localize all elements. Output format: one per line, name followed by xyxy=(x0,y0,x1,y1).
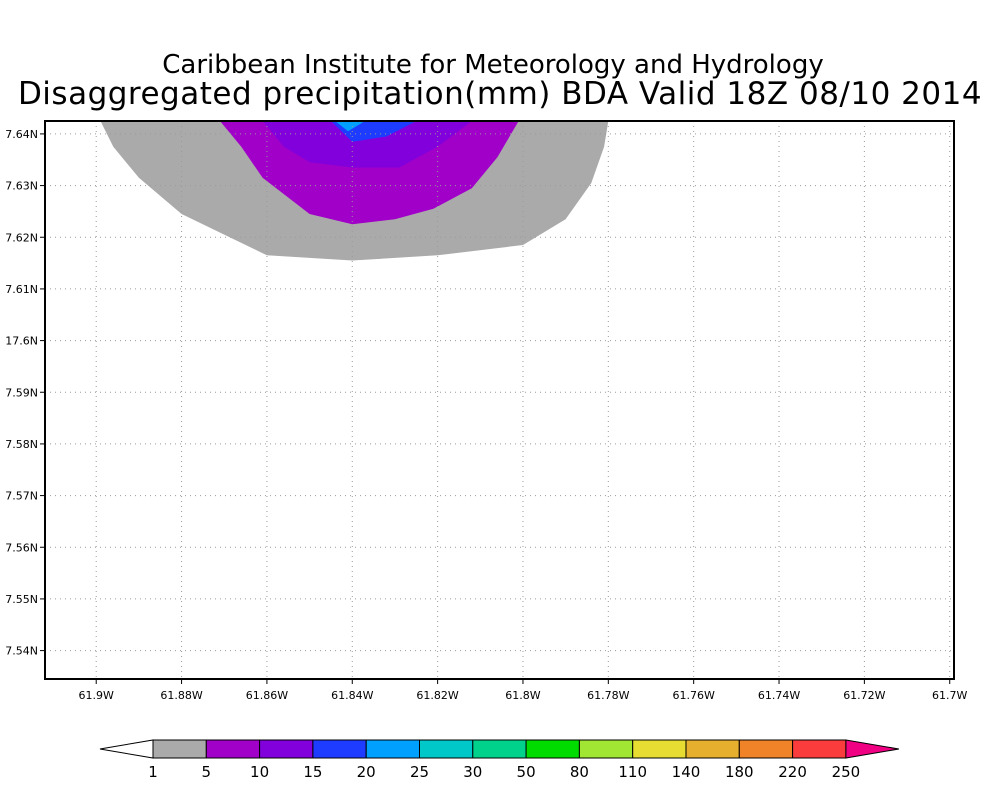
x-tick-label: 61.8W xyxy=(505,689,540,702)
colorbar-label: 80 xyxy=(570,763,589,781)
colorbar-label: 180 xyxy=(725,763,754,781)
colorbar-label: 20 xyxy=(357,763,376,781)
colorbar-label: 25 xyxy=(410,763,429,781)
grid-lines xyxy=(45,121,954,679)
colorbar-label: 220 xyxy=(778,763,807,781)
longitude-axis: 61.9W 61.88W 61.86W 61.84W 61.82W 61.8W 61.78W… xyxy=(79,679,968,702)
y-tick-label: 7.59N xyxy=(5,386,38,399)
colorbar-label: 5 xyxy=(202,763,212,781)
colorbar-high-arrow xyxy=(845,739,899,759)
institute-title: Caribbean Institute for Meteorology and … xyxy=(162,50,824,80)
colorbar-swatch xyxy=(205,739,261,759)
x-tick-label: 61.84W xyxy=(331,689,373,702)
colorbar-swatch xyxy=(259,739,314,759)
colorbar-label: 50 xyxy=(517,763,536,781)
colorbar-label: 1 xyxy=(148,763,158,781)
y-tick-label: 7.61N xyxy=(5,283,38,296)
colorbar-low-arrow xyxy=(99,739,154,759)
contour-level-10 xyxy=(262,121,472,168)
colorbar-label: 110 xyxy=(618,763,647,781)
chart-title: Disaggregated precipitation(mm) BDA Vali… xyxy=(17,76,983,112)
y-tick-label: 7.57N xyxy=(5,490,38,503)
colorbar-label: 15 xyxy=(303,763,322,781)
x-tick-label: 61.88W xyxy=(160,689,202,702)
contour-level-20 xyxy=(335,121,366,132)
colorbar-swatch xyxy=(472,739,527,759)
colorbar-swatch xyxy=(312,739,367,759)
colorbar-swatch xyxy=(578,739,634,759)
x-tick-label: 61.78W xyxy=(587,689,629,702)
colorbar-swatch xyxy=(419,739,474,759)
y-tick-label: 7.54N xyxy=(5,645,38,658)
x-tick-label: 61.72W xyxy=(843,689,885,702)
latitude-axis: 7.64N 7.63N 7.62N 7.61N 17.6N 7.59N 7.58N 7.57N… xyxy=(5,128,45,658)
x-tick-label: 61.76W xyxy=(672,689,714,702)
colorbar-label: 10 xyxy=(250,763,269,781)
y-tick-label: 17.6N xyxy=(5,335,38,348)
colorbar-label: 30 xyxy=(463,763,482,781)
x-tick-label: 61.7W xyxy=(932,689,967,702)
colorbar-swatch xyxy=(152,739,207,759)
colorbar-swatch xyxy=(792,739,847,759)
y-tick-label: 7.64N xyxy=(5,128,38,141)
x-tick-label: 61.82W xyxy=(416,689,458,702)
colorbar-swatch xyxy=(365,739,421,759)
colorbar-label: 250 xyxy=(832,763,861,781)
y-tick-label: 7.55N xyxy=(5,593,38,606)
precipitation-contours xyxy=(100,121,609,261)
colorbar-swatch xyxy=(685,739,740,759)
x-tick-label: 61.86W xyxy=(246,689,288,702)
colorbar-swatch xyxy=(525,739,580,759)
x-tick-label: 61.74W xyxy=(758,689,800,702)
colorbar-label: 140 xyxy=(672,763,701,781)
x-tick-label: 61.9W xyxy=(79,689,114,702)
plot-frame xyxy=(44,120,955,680)
colorbar: 1 5 10 15 20 25 30 50 80 110 140 180 220 250 xyxy=(99,739,899,781)
y-tick-label: 7.63N xyxy=(5,180,38,193)
y-tick-label: 7.62N xyxy=(5,231,38,244)
colorbar-swatch xyxy=(632,739,687,759)
y-tick-label: 7.58N xyxy=(5,438,38,451)
colorbar-swatch xyxy=(738,739,794,759)
y-tick-label: 7.56N xyxy=(5,541,38,554)
